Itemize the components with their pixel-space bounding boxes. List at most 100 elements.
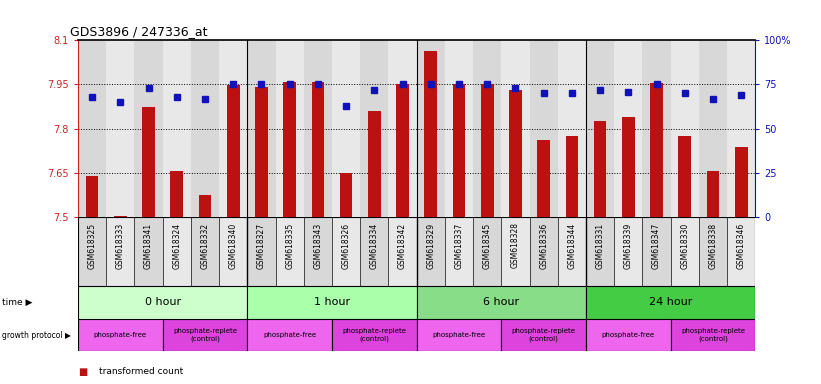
Bar <box>247 319 332 351</box>
Bar <box>219 217 247 286</box>
Bar <box>586 319 671 351</box>
Bar <box>502 40 530 217</box>
Text: GSM618338: GSM618338 <box>709 222 718 269</box>
Bar <box>163 319 247 351</box>
Bar <box>332 217 360 286</box>
Text: GSM618341: GSM618341 <box>144 222 153 269</box>
Text: GSM618324: GSM618324 <box>172 222 181 269</box>
Text: transformed count: transformed count <box>99 367 183 376</box>
Text: 0 hour: 0 hour <box>144 297 181 308</box>
Bar <box>417 286 586 319</box>
Text: GSM618342: GSM618342 <box>398 222 407 269</box>
Text: GSM618328: GSM618328 <box>511 222 520 268</box>
Bar <box>304 217 332 286</box>
Bar <box>502 217 530 286</box>
Bar <box>699 217 727 286</box>
Bar <box>473 217 502 286</box>
Bar <box>614 217 642 286</box>
Bar <box>502 319 586 351</box>
Bar <box>311 81 324 217</box>
Bar <box>163 40 191 217</box>
Bar <box>622 117 635 217</box>
Bar <box>163 217 191 286</box>
Text: GSM618329: GSM618329 <box>426 222 435 269</box>
Bar <box>643 40 671 217</box>
Bar <box>735 147 748 217</box>
Text: phosphate-replete
(control): phosphate-replete (control) <box>511 328 576 342</box>
Bar <box>368 111 381 217</box>
Bar <box>191 40 219 217</box>
Bar <box>247 40 276 217</box>
Bar <box>530 40 557 217</box>
Bar <box>360 217 388 286</box>
Bar <box>247 286 417 319</box>
Text: GSM618332: GSM618332 <box>200 222 209 269</box>
Bar <box>332 40 360 217</box>
Text: GSM618325: GSM618325 <box>88 222 97 269</box>
Bar <box>586 217 614 286</box>
Bar <box>332 319 416 351</box>
Bar <box>106 217 135 286</box>
Bar <box>114 216 126 217</box>
Text: 24 hour: 24 hour <box>649 297 692 308</box>
Text: GSM618343: GSM618343 <box>314 222 323 269</box>
Text: GSM618346: GSM618346 <box>736 222 745 269</box>
Bar <box>78 217 106 286</box>
Bar <box>388 217 417 286</box>
Bar <box>171 171 183 217</box>
Bar <box>557 40 586 217</box>
Bar <box>142 108 155 217</box>
Text: phosphate-replete
(control): phosphate-replete (control) <box>173 328 237 342</box>
Text: GSM618339: GSM618339 <box>624 222 633 269</box>
Text: GSM618335: GSM618335 <box>285 222 294 269</box>
Bar <box>255 86 268 217</box>
Bar <box>727 40 755 217</box>
Text: phosphate-replete
(control): phosphate-replete (control) <box>681 328 745 342</box>
Text: phosphate-replete
(control): phosphate-replete (control) <box>342 328 406 342</box>
Bar <box>481 84 493 217</box>
Text: growth protocol ▶: growth protocol ▶ <box>2 331 71 339</box>
Bar <box>417 217 445 286</box>
Text: GSM618331: GSM618331 <box>595 222 604 269</box>
Bar <box>397 84 409 217</box>
Bar <box>614 40 643 217</box>
Text: phosphate-free: phosphate-free <box>433 332 485 338</box>
Text: ■: ■ <box>78 367 87 377</box>
Text: GSM618344: GSM618344 <box>567 222 576 269</box>
Bar <box>227 85 240 217</box>
Text: GSM618345: GSM618345 <box>483 222 492 269</box>
Text: 1 hour: 1 hour <box>314 297 350 308</box>
Text: GSM618326: GSM618326 <box>342 222 351 269</box>
Bar <box>219 40 247 217</box>
Bar <box>417 40 445 217</box>
Text: GSM618336: GSM618336 <box>539 222 548 269</box>
Bar <box>727 217 755 286</box>
Bar <box>671 319 755 351</box>
Text: GDS3896 / 247336_at: GDS3896 / 247336_at <box>70 25 207 38</box>
Bar <box>340 173 352 217</box>
Bar <box>135 40 163 217</box>
Bar <box>671 217 699 286</box>
Text: time ▶: time ▶ <box>2 298 32 307</box>
Bar <box>699 40 727 217</box>
Bar <box>586 40 614 217</box>
Text: GSM618337: GSM618337 <box>455 222 464 269</box>
Bar <box>304 40 332 217</box>
Bar <box>388 40 417 217</box>
Text: GSM618340: GSM618340 <box>229 222 238 269</box>
Bar <box>135 217 163 286</box>
Bar <box>643 217 671 286</box>
Bar <box>78 319 163 351</box>
Bar <box>530 217 557 286</box>
Bar <box>199 195 211 217</box>
Bar <box>586 286 755 319</box>
Bar <box>537 140 550 217</box>
Bar <box>85 176 99 217</box>
Bar <box>509 90 522 217</box>
Bar <box>557 217 586 286</box>
Text: 6 hour: 6 hour <box>484 297 520 308</box>
Bar <box>707 171 719 217</box>
Bar <box>650 83 663 217</box>
Text: GSM618327: GSM618327 <box>257 222 266 269</box>
Bar <box>566 136 578 217</box>
